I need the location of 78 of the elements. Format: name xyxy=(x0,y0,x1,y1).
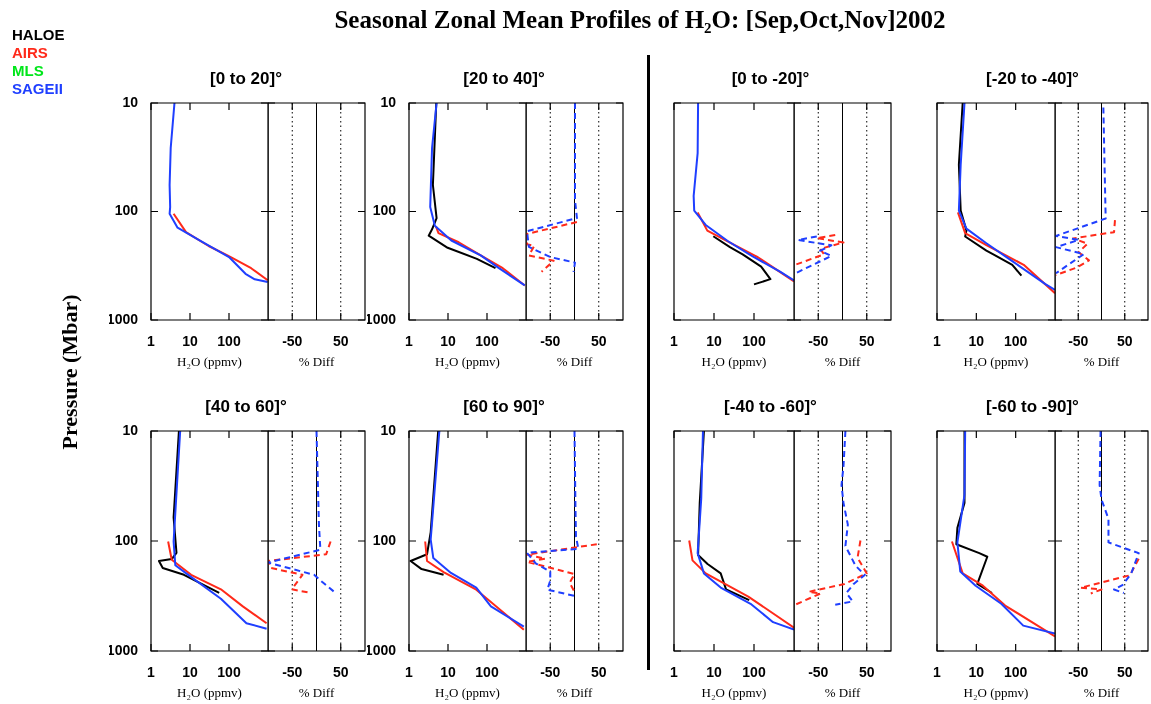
x-tick-label: -50 xyxy=(282,333,303,350)
chart-title: [60 to 90]° xyxy=(463,397,545,417)
x-axis-title: H₂O (ppmv) xyxy=(435,354,500,370)
legend-label: HALOE xyxy=(12,26,65,43)
x-tick-label: 1 xyxy=(405,333,414,350)
x-tick-label: 1 xyxy=(147,333,156,350)
x-tick-label: 50 xyxy=(1116,333,1133,350)
text: AIRS xyxy=(12,44,48,61)
y-tick-label: 10 xyxy=(122,421,139,438)
chart-title: [-20 to -40]° xyxy=(986,69,1079,89)
x-axis-title: H₂O (ppmv) xyxy=(701,354,767,370)
x-tick-label: 50 xyxy=(858,333,875,350)
x-axis-title: H₂O (ppmv) xyxy=(701,685,767,701)
y-axis-title: Pressure (Mbar) xyxy=(57,294,83,450)
y-tick-label: 100 xyxy=(114,202,139,219)
x-tick-label: -50 xyxy=(1068,333,1089,350)
x-tick-label: 10 xyxy=(706,664,722,681)
x-tick-label: -50 xyxy=(282,664,303,681)
x-tick-label: -50 xyxy=(1068,664,1089,681)
x-tick-label: -50 xyxy=(808,664,829,681)
text: SAGEII xyxy=(12,80,63,97)
x-axis-title: % Diff xyxy=(1083,354,1120,370)
x-tick-label: 1 xyxy=(147,664,156,681)
x-tick-label: 100 xyxy=(742,333,766,350)
x-tick-label: 100 xyxy=(742,664,766,681)
chart-title: [20 to 40]° xyxy=(463,69,545,89)
y-tick-label: 10 xyxy=(380,421,397,438)
x-tick-label: 1 xyxy=(933,333,942,350)
x-tick-label: 50 xyxy=(1116,664,1133,681)
chart-title: [0 to 20]° xyxy=(210,69,282,89)
x-tick-label: 10 xyxy=(440,664,456,681)
x-tick-label: 50 xyxy=(858,664,875,681)
y-tick-label: 100 xyxy=(372,531,397,548)
x-tick-label: 50 xyxy=(590,333,607,350)
x-tick-label: 100 xyxy=(217,664,241,681)
x-tick-label: 100 xyxy=(1003,664,1028,681)
x-tick-label: -50 xyxy=(540,333,561,350)
x-axis-title: % Diff xyxy=(298,685,335,701)
legend-label: MLS xyxy=(12,62,44,79)
x-tick-label: -50 xyxy=(540,664,561,681)
x-axis-title: H₂O (ppmv) xyxy=(177,354,242,370)
x-tick-label: 1 xyxy=(670,664,679,681)
x-tick-label: 100 xyxy=(217,333,241,350)
chart-title: [0 to -20]° xyxy=(731,69,810,89)
x-axis-title: % Diff xyxy=(824,685,861,701)
chart-title: [40 to 60]° xyxy=(205,397,287,417)
x-tick-label: 1 xyxy=(405,664,414,681)
x-tick-label: 1 xyxy=(670,333,679,350)
x-tick-label: 100 xyxy=(475,333,499,350)
x-axis-title: H₂O (ppmv) xyxy=(963,354,1029,370)
y-tick-label: 10 xyxy=(122,93,139,110)
x-axis-title: % Diff xyxy=(556,354,593,370)
chart-title: [-40 to -60]° xyxy=(724,397,817,417)
x-axis-title: % Diff xyxy=(556,685,593,701)
x-axis-title: H₂O (ppmv) xyxy=(435,685,500,701)
x-tick-label: 50 xyxy=(332,664,349,681)
x-axis-title: H₂O (ppmv) xyxy=(963,685,1029,701)
y-tick-label: 100 xyxy=(372,202,397,219)
x-tick-label: 50 xyxy=(332,333,349,350)
x-tick-label: 10 xyxy=(182,664,198,681)
x-tick-label: 10 xyxy=(968,664,985,681)
x-axis-title: H₂O (ppmv) xyxy=(177,685,242,701)
text: Seasonal Zonal Mean Profiles of H₂O: [Sep,Oct,Nov]2002 xyxy=(334,6,946,34)
y-tick-label: 100 xyxy=(114,531,139,548)
x-axis-title: % Diff xyxy=(824,354,861,370)
x-tick-label: 100 xyxy=(1003,333,1028,350)
x-tick-label: 100 xyxy=(475,664,499,681)
x-tick-label: 10 xyxy=(706,333,722,350)
x-tick-label: 10 xyxy=(440,333,456,350)
x-tick-label: -50 xyxy=(808,333,829,350)
x-tick-label: 10 xyxy=(968,333,985,350)
x-tick-label: 50 xyxy=(590,664,607,681)
x-tick-label: 10 xyxy=(182,333,198,350)
x-axis-title: % Diff xyxy=(1083,685,1120,701)
chart-title: [-60 to -90]° xyxy=(986,397,1079,417)
y-tick-label: 10 xyxy=(380,93,397,110)
x-tick-label: 1 xyxy=(933,664,942,681)
x-axis-title: % Diff xyxy=(298,354,335,370)
